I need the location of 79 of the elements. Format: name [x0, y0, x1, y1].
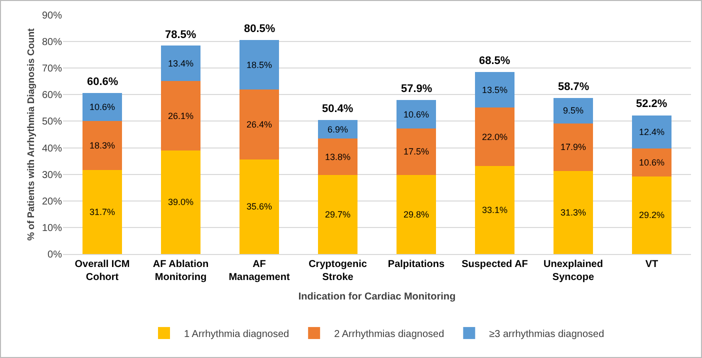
total-label: 80.5% — [244, 23, 276, 35]
y-tick-label: 70% — [42, 64, 62, 75]
bar — [82, 170, 122, 254]
y-tick-label: 80% — [42, 37, 62, 48]
total-label: 78.5% — [165, 29, 196, 41]
bar — [240, 159, 279, 254]
total-label: 50.4% — [322, 103, 354, 115]
bar — [161, 46, 200, 82]
bar — [632, 115, 672, 148]
data-label: 29.8% — [403, 209, 430, 220]
y-tick-label: 30% — [42, 170, 62, 181]
data-label: 33.1% — [482, 205, 508, 216]
bar — [396, 174, 436, 254]
data-label: 13.4% — [168, 58, 194, 68]
x-tick-label: Cryptogenic Stroke — [308, 259, 368, 283]
bar — [161, 150, 200, 254]
y-tick-label: 40% — [42, 143, 62, 154]
data-label: 29.7% — [324, 210, 351, 220]
legend-label: ≥3 arrhythmias diagnosed — [489, 328, 604, 340]
bar — [82, 93, 122, 122]
x-tick-label: Unexplained Syncope — [544, 259, 603, 283]
data-label: 10.6% — [89, 102, 116, 112]
data-label: 29.2% — [638, 210, 665, 220]
bar — [82, 121, 122, 170]
data-label: 35.6% — [246, 202, 272, 212]
data-label: 13.8% — [324, 152, 351, 162]
bar — [396, 128, 436, 175]
bar — [240, 89, 279, 160]
x-tick-label: Overall ICM Cohort — [74, 259, 130, 283]
bar — [554, 123, 593, 171]
data-label: 31.7% — [89, 206, 116, 217]
bar — [318, 138, 358, 176]
bar — [475, 166, 514, 254]
bar — [240, 40, 279, 90]
total-label: 68.5% — [479, 55, 510, 67]
data-label: 18.3% — [89, 140, 116, 151]
data-label: 39.0% — [168, 197, 194, 208]
y-tick-label: 90% — [42, 10, 62, 22]
y-tick-label: 50% — [42, 116, 62, 128]
y-tick-label: 0% — [48, 250, 62, 260]
data-label: 26.4% — [246, 119, 272, 130]
bar — [396, 100, 436, 128]
data-label: 10.6% — [638, 157, 665, 168]
x-tick-label: AF Ablation Monitoring — [152, 259, 209, 283]
bar — [475, 108, 514, 166]
data-label: 17.5% — [403, 146, 430, 157]
bar — [632, 148, 672, 176]
data-label: 13.5% — [482, 84, 508, 95]
bar — [161, 81, 200, 150]
total-label: 60.6% — [87, 76, 118, 88]
total-label: 57.9% — [401, 83, 432, 95]
bar — [318, 120, 358, 138]
x-tick-label: AF Management — [228, 259, 290, 283]
data-label: 26.1% — [168, 110, 194, 121]
bar — [632, 176, 672, 254]
data-label: 10.6% — [403, 109, 430, 120]
y-tick-label: 60% — [42, 90, 62, 102]
bar — [554, 170, 593, 254]
data-label: 31.3% — [560, 207, 586, 218]
x-axis-title: Indication for Cardiac Monitoring — [298, 292, 456, 302]
data-label: 6.9% — [327, 124, 348, 134]
bar — [318, 175, 358, 254]
total-label: 52.2% — [636, 98, 668, 110]
data-label: 18.5% — [246, 60, 272, 70]
y-tick-label: 20% — [42, 196, 62, 208]
data-label: 17.9% — [560, 142, 586, 152]
y-tick-label: 10% — [42, 222, 62, 234]
total-label: 58.7% — [558, 81, 590, 93]
y-axis-title: % of Patients with Arrhythmia Diagnosis Count — [26, 27, 37, 241]
x-tick-label: Palpitations — [388, 259, 446, 270]
legend-label: 2 Arrhythmias diagnosed — [334, 328, 444, 340]
data-label: 12.4% — [638, 126, 665, 137]
bar — [554, 98, 593, 124]
x-tick-label: VT — [645, 259, 658, 270]
data-label: 9.5% — [562, 106, 584, 116]
bar — [475, 72, 514, 108]
x-tick-label: Suspected AF — [462, 259, 528, 270]
legend-label: 1 Arrhythmia diagnosed — [184, 328, 290, 340]
data-label: 22.0% — [482, 132, 508, 142]
